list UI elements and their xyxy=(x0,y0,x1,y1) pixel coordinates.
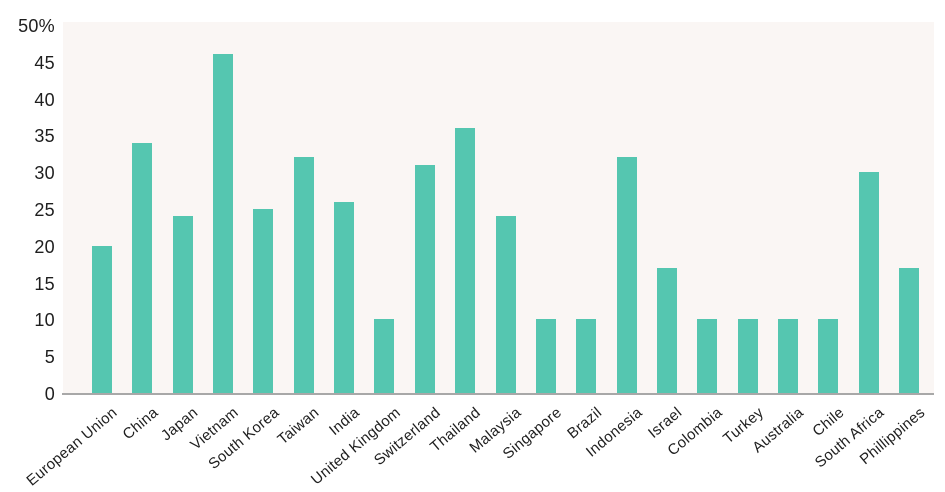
y-tick-label: 45 xyxy=(34,52,55,73)
bar xyxy=(697,319,718,393)
bar xyxy=(293,157,314,393)
y-tick-label: 35 xyxy=(34,126,55,147)
bar xyxy=(374,319,395,393)
bar xyxy=(92,245,112,393)
bar xyxy=(777,319,798,393)
bar xyxy=(899,267,919,393)
y-tick-label: 50% xyxy=(18,16,55,36)
bar xyxy=(334,201,355,393)
y-tick-label: 20 xyxy=(34,236,55,257)
x-axis-label: China xyxy=(119,404,162,444)
bar xyxy=(455,128,476,393)
bar xyxy=(616,157,637,393)
y-tick-label: 40 xyxy=(34,89,55,110)
bar xyxy=(818,319,839,393)
bar xyxy=(535,319,556,393)
y-tick-label: 15 xyxy=(34,273,55,294)
bar xyxy=(495,216,516,393)
bar xyxy=(737,319,758,393)
bar xyxy=(656,267,677,393)
y-tick-label: 30 xyxy=(34,163,55,184)
bar xyxy=(858,172,879,393)
bar xyxy=(414,164,435,393)
bar xyxy=(172,216,193,393)
x-axis-line xyxy=(62,393,934,395)
bar xyxy=(132,142,153,393)
x-axis-label: Taiwan xyxy=(274,404,323,449)
y-tick-label: 25 xyxy=(34,200,55,220)
bar xyxy=(253,209,274,393)
y-tick-label: 10 xyxy=(34,310,55,331)
y-tick-label: 5 xyxy=(44,347,55,368)
x-axis-label: European Union xyxy=(23,404,121,490)
bar xyxy=(576,319,597,393)
y-tick-label: 0 xyxy=(44,384,55,404)
bar xyxy=(213,54,234,393)
